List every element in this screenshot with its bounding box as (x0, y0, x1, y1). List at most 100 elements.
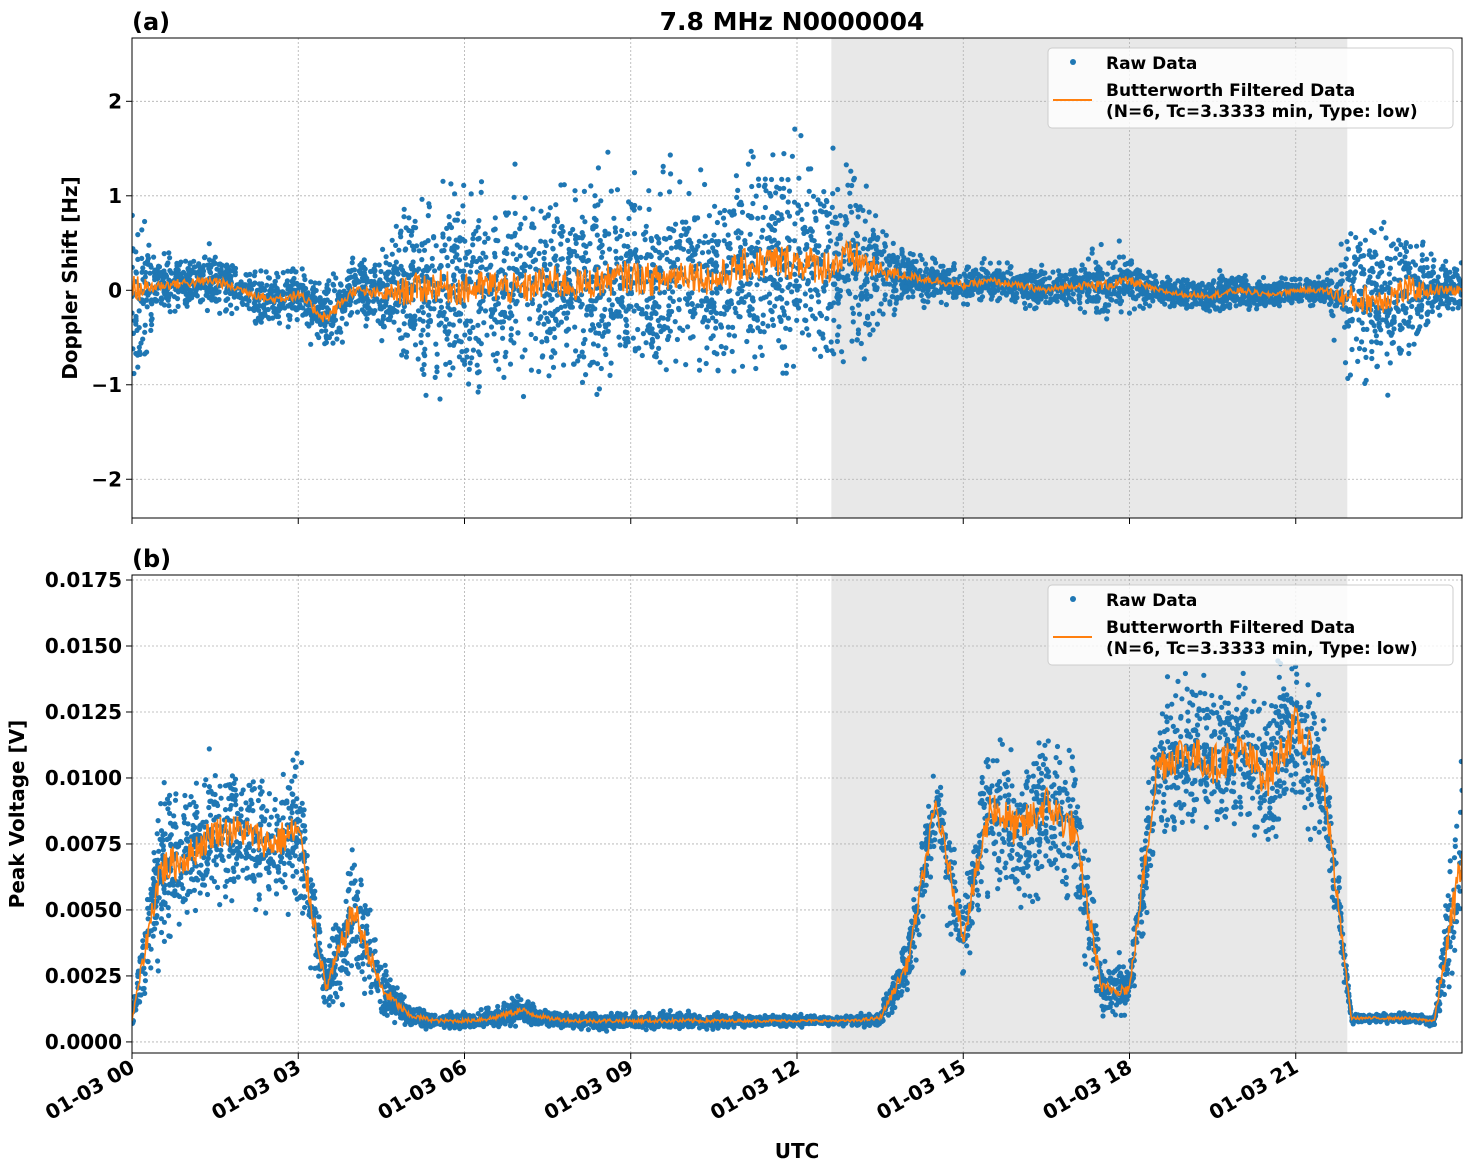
raw-data-point (456, 310, 461, 315)
raw-data-point (596, 331, 601, 336)
raw-data-point (162, 251, 167, 256)
raw-data-point (817, 311, 822, 316)
raw-data-point (807, 189, 812, 194)
raw-data-point (1190, 283, 1195, 288)
raw-data-point (1384, 320, 1389, 325)
raw-data-point (619, 228, 624, 233)
raw-data-point (433, 342, 438, 347)
raw-data-point (1367, 252, 1372, 257)
raw-data-point (626, 259, 631, 264)
raw-data-point (1375, 364, 1380, 369)
raw-data-point (1057, 272, 1062, 277)
raw-data-point (143, 261, 148, 266)
raw-data-point (1369, 339, 1374, 344)
raw-data-point (468, 330, 473, 335)
raw-data-point (207, 241, 212, 246)
raw-data-point (721, 351, 726, 356)
raw-data-point (704, 345, 709, 350)
raw-data-point (643, 237, 648, 242)
raw-data-point (406, 215, 411, 220)
raw-data-point (847, 191, 852, 196)
raw-data-point (1121, 283, 1126, 288)
raw-data-point (735, 188, 740, 193)
raw-data-point (551, 246, 556, 251)
raw-data-point (661, 316, 666, 321)
raw-data-point (511, 195, 516, 200)
raw-data-point (1353, 235, 1358, 240)
raw-data-point (135, 232, 140, 237)
raw-data-point (1390, 341, 1395, 346)
raw-data-point (849, 339, 854, 344)
raw-data-point (734, 173, 739, 178)
raw-data-point (1436, 305, 1441, 310)
raw-data-point (444, 337, 449, 342)
raw-data-point (844, 220, 849, 225)
raw-data-point (451, 274, 456, 279)
raw-data-point (1104, 316, 1109, 321)
raw-data-point (537, 304, 542, 309)
raw-data-point (431, 235, 436, 240)
raw-data-point (216, 297, 221, 302)
raw-data-point (1444, 272, 1449, 277)
raw-data-point (264, 283, 269, 288)
raw-data-point (619, 256, 624, 261)
raw-data-point (1241, 295, 1246, 300)
raw-data-point (677, 297, 682, 302)
raw-data-point (492, 251, 497, 256)
raw-data-point (787, 189, 792, 194)
raw-data-point (922, 305, 927, 310)
raw-data-point (748, 232, 753, 237)
raw-data-point (685, 302, 690, 307)
raw-data-point (201, 285, 206, 290)
raw-data-point (468, 269, 473, 274)
raw-data-point (592, 203, 597, 208)
raw-data-point (419, 257, 424, 262)
raw-data-point (139, 256, 144, 261)
raw-data-point (647, 207, 652, 212)
raw-data-point (319, 329, 324, 334)
raw-data-point (792, 221, 797, 226)
raw-data-point (167, 255, 172, 260)
raw-data-point (1448, 278, 1453, 283)
raw-data-point (763, 177, 768, 182)
raw-data-point (750, 297, 755, 302)
raw-data-point (949, 268, 954, 273)
raw-data-point (908, 251, 913, 256)
raw-data-point (910, 264, 915, 269)
raw-data-point (1255, 303, 1260, 308)
raw-data-point (658, 360, 663, 365)
raw-data-point (650, 326, 655, 331)
raw-data-point (173, 267, 178, 272)
raw-data-point (772, 215, 777, 220)
raw-data-point (716, 239, 721, 244)
raw-data-point (752, 354, 757, 359)
raw-data-point (744, 339, 749, 344)
raw-data-point (1385, 313, 1390, 318)
raw-data-point (223, 264, 228, 269)
raw-data-point (206, 266, 211, 271)
raw-data-point (250, 282, 255, 287)
raw-data-point (421, 372, 426, 377)
raw-data-point (467, 367, 472, 372)
raw-data-point (892, 312, 897, 317)
raw-data-point (229, 311, 234, 316)
raw-data-point (859, 285, 864, 290)
raw-data-point (533, 336, 538, 341)
raw-data-point (266, 315, 271, 320)
raw-data-point (1388, 266, 1393, 271)
raw-data-point (476, 389, 481, 394)
raw-data-point (172, 294, 177, 299)
raw-data-point (1160, 280, 1165, 285)
y-tick-label: −1 (91, 373, 122, 397)
raw-data-point (835, 332, 840, 337)
raw-data-point (384, 260, 389, 265)
raw-data-point (677, 179, 682, 184)
raw-data-point (825, 224, 830, 229)
raw-data-point (476, 349, 481, 354)
raw-data-point (381, 304, 386, 309)
raw-data-point (683, 220, 688, 225)
raw-data-point (302, 273, 307, 278)
raw-data-point (644, 340, 649, 345)
raw-data-point (390, 238, 395, 243)
raw-data-point (566, 270, 571, 275)
